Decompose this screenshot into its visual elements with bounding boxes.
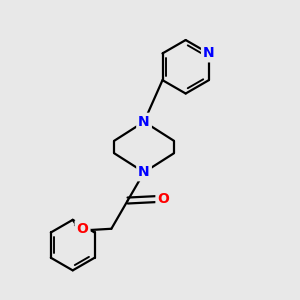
Text: N: N (138, 165, 150, 179)
Text: N: N (203, 46, 214, 60)
Text: O: O (76, 222, 88, 236)
Text: O: O (158, 192, 169, 206)
Text: N: N (138, 115, 150, 129)
